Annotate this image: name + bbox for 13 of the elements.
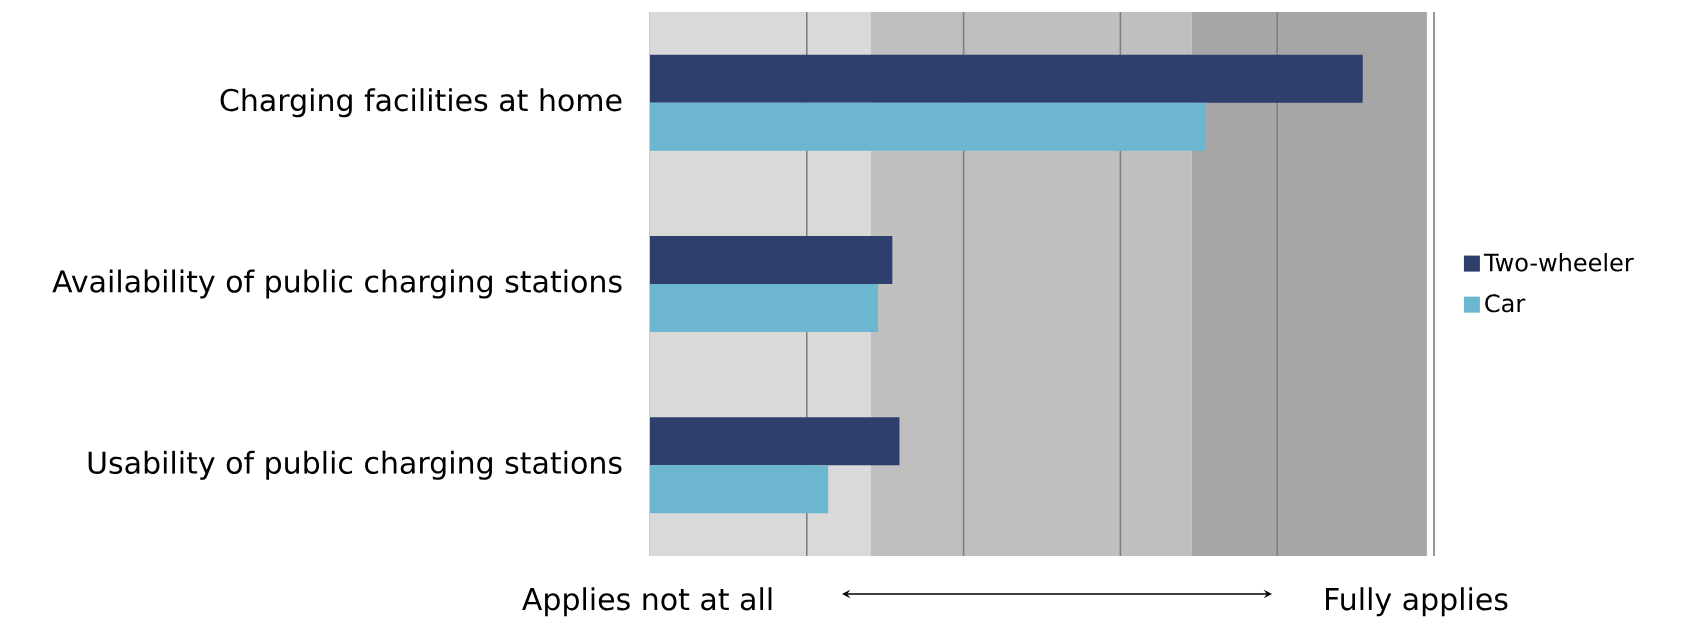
bar bbox=[650, 102, 1206, 151]
bar bbox=[650, 236, 893, 284]
text: Fully applies bbox=[1326, 587, 1508, 617]
y-tick-label: Charging facilities at home bbox=[220, 88, 622, 118]
y-tick-label: Availability of public charging stations bbox=[52, 269, 622, 299]
y-tick-label: Usability of public charging stations bbox=[88, 450, 622, 480]
text: Applies not at all bbox=[522, 587, 772, 617]
bar bbox=[650, 465, 829, 514]
bar bbox=[650, 417, 900, 466]
bar bbox=[650, 54, 1363, 103]
bar bbox=[650, 283, 879, 332]
legend-label: Car bbox=[1485, 294, 1526, 313]
legend-label: Two-wheeler bbox=[1483, 252, 1634, 272]
